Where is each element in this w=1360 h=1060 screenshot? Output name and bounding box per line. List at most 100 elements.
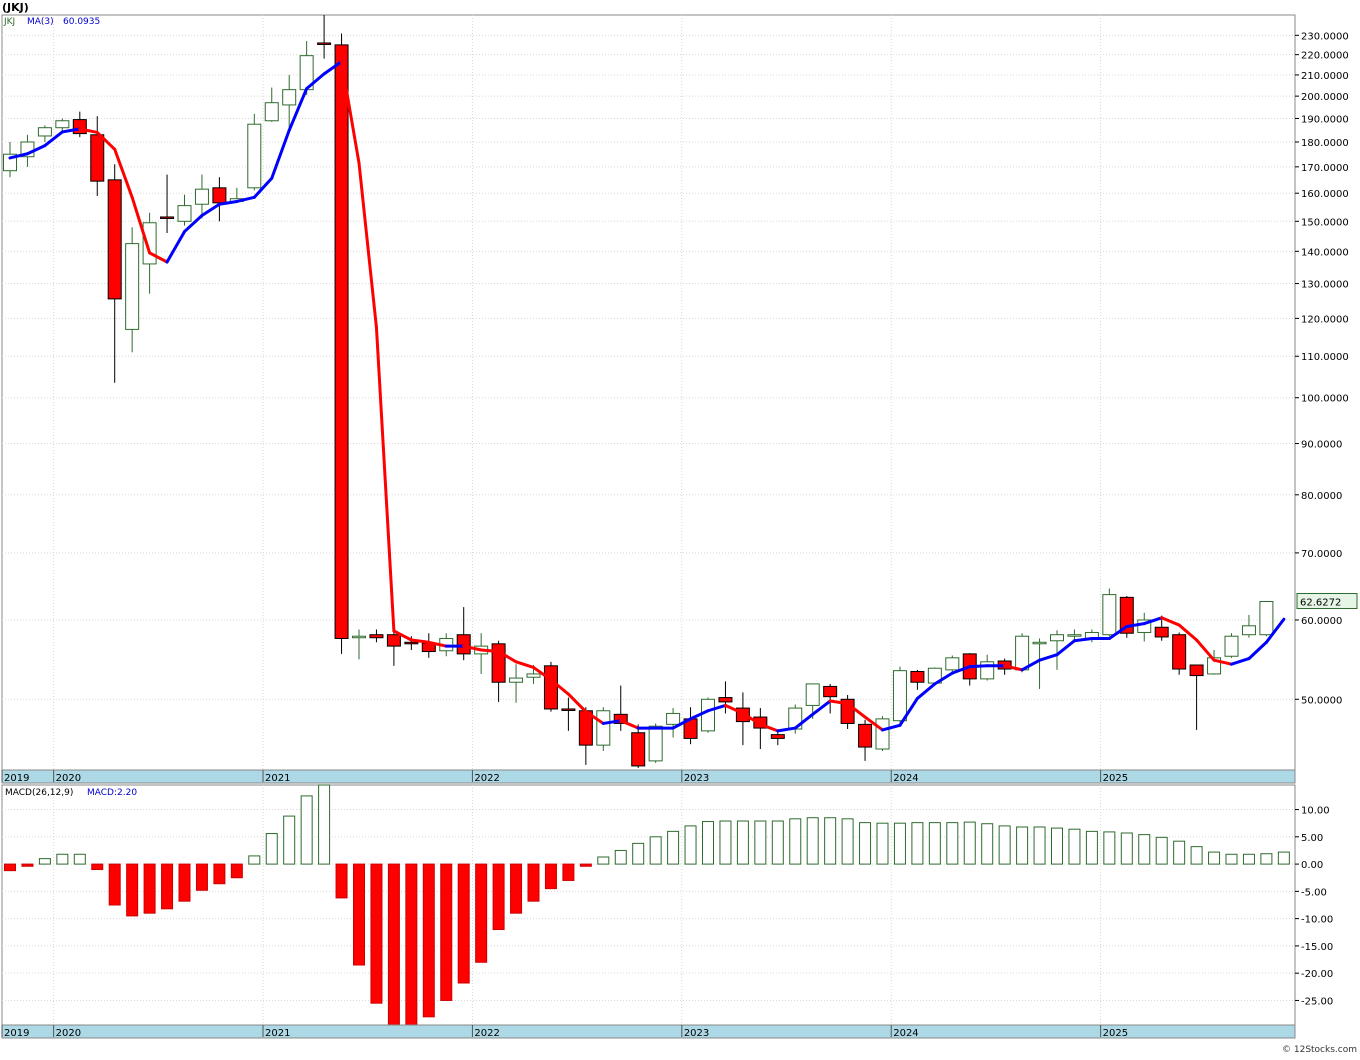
macd-bar xyxy=(387,863,400,1026)
ma-segment xyxy=(392,629,413,642)
price-tick-label: 50.0000 xyxy=(1301,695,1342,706)
macd-bar xyxy=(440,863,453,1001)
macd-bar xyxy=(335,863,348,899)
ma-segment xyxy=(1177,623,1199,642)
price-tick-label: 100.0000 xyxy=(1301,394,1349,405)
ma-segment xyxy=(1247,640,1268,661)
candle-body xyxy=(212,187,227,204)
last-price-label: 62.6272 xyxy=(1300,598,1341,609)
macd-bar xyxy=(632,842,645,865)
candle-body xyxy=(55,120,70,129)
price-tick-label: 130.0000 xyxy=(1301,280,1349,291)
ma-segment xyxy=(898,696,919,727)
macd-bar xyxy=(1085,830,1098,865)
candle-body xyxy=(596,710,611,746)
macd-bar xyxy=(510,863,523,914)
candle-body xyxy=(334,44,349,639)
candle-body xyxy=(509,677,524,683)
macd-bar xyxy=(405,863,418,1026)
macd-tick-label: 0.00 xyxy=(1301,860,1323,871)
ma-segment xyxy=(566,692,588,714)
ma-segment xyxy=(846,702,867,719)
price-axis: 50.0000 60.0000 70.0000 80.0000 90.0000 100.0… xyxy=(1295,31,1349,706)
macd-bar xyxy=(771,820,784,865)
year-label: 2019 xyxy=(4,1028,29,1039)
chart-title: (JKJ) xyxy=(2,1,29,14)
macd-bar xyxy=(108,863,121,906)
ma-segment xyxy=(25,144,47,156)
ma-segment xyxy=(758,722,780,733)
candle-body xyxy=(1224,635,1239,657)
macd-legend-label: MACD(26,12,9) xyxy=(5,788,73,798)
ma-segment xyxy=(1230,657,1251,666)
price-tick-label: 110.0000 xyxy=(1301,352,1349,363)
candle-body xyxy=(1172,634,1187,670)
year-label: 2022 xyxy=(474,773,499,784)
price-tick-label: 170.0000 xyxy=(1301,163,1349,174)
ma-segment xyxy=(1264,617,1286,644)
macd-bar xyxy=(928,822,941,865)
price-tick-label: 230.0000 xyxy=(1301,31,1349,42)
candle-body xyxy=(491,643,506,683)
candle-body xyxy=(910,670,925,683)
macd-bar xyxy=(527,863,540,902)
year-label: 2021 xyxy=(265,1028,290,1039)
legend-symbol: JKJ xyxy=(3,17,15,27)
legend-ma-label: MA(3) xyxy=(27,17,54,27)
candle-body xyxy=(37,127,52,137)
ma-segment xyxy=(723,703,745,715)
candle-body xyxy=(177,205,192,222)
candle-body xyxy=(456,634,471,655)
ma-segment xyxy=(1212,658,1233,666)
year-label: 2021 xyxy=(265,773,290,784)
candle-body xyxy=(613,713,628,724)
ma-segment xyxy=(270,128,291,180)
price-date-axis-labels: 2019 2020 2021 2022 2023 2024 2025 xyxy=(1,770,1128,784)
candle-body xyxy=(805,683,820,706)
year-label: 2024 xyxy=(893,773,918,784)
ma-segment xyxy=(1020,658,1042,672)
macd-bar xyxy=(283,815,296,865)
ma-segment xyxy=(357,161,378,330)
ma-segment xyxy=(340,60,361,165)
ma-segment xyxy=(1038,653,1059,662)
year-label: 2023 xyxy=(684,1028,709,1039)
year-label: 2024 xyxy=(893,1028,918,1039)
ma-segment xyxy=(828,699,850,706)
candle-body xyxy=(160,216,175,219)
candle-body xyxy=(858,723,873,748)
candles-layer xyxy=(3,15,1274,768)
price-tick-label: 160.0000 xyxy=(1301,189,1349,200)
ma-segment xyxy=(409,638,431,644)
macd-date-axis-labels: 2019 2020 2021 2022 2023 2024 2025 xyxy=(1,1025,1128,1039)
ma-segment xyxy=(113,147,134,199)
macd-bar xyxy=(911,822,924,865)
macd-bar xyxy=(1016,826,1029,865)
macd-bar xyxy=(126,863,139,917)
candle-body xyxy=(526,673,541,678)
ma-segment xyxy=(1107,625,1129,640)
candle-body xyxy=(666,712,681,725)
ma-segment xyxy=(1003,664,1024,672)
ma-segment xyxy=(1125,622,1146,629)
candle-body xyxy=(1189,664,1204,677)
macd-bar xyxy=(1208,851,1221,865)
candle-body xyxy=(1102,594,1117,636)
ma-segment xyxy=(462,644,483,652)
candle-body xyxy=(107,179,122,300)
ma-segment xyxy=(532,665,553,682)
macd-bar xyxy=(1051,827,1063,865)
candle-body xyxy=(875,718,890,750)
ma-segment xyxy=(427,640,448,648)
candle-body xyxy=(1050,634,1064,642)
macd-bar xyxy=(91,863,104,871)
ma-segment xyxy=(1160,616,1181,627)
ma-segment xyxy=(148,251,169,264)
candle-body xyxy=(701,698,715,732)
year-label: 2023 xyxy=(684,773,709,784)
year-label: 2019 xyxy=(4,773,29,784)
candle-body xyxy=(770,734,785,739)
macd-bar xyxy=(963,821,976,865)
macd-tick-label: -5.00 xyxy=(1301,887,1327,898)
macd-bar xyxy=(893,822,906,865)
